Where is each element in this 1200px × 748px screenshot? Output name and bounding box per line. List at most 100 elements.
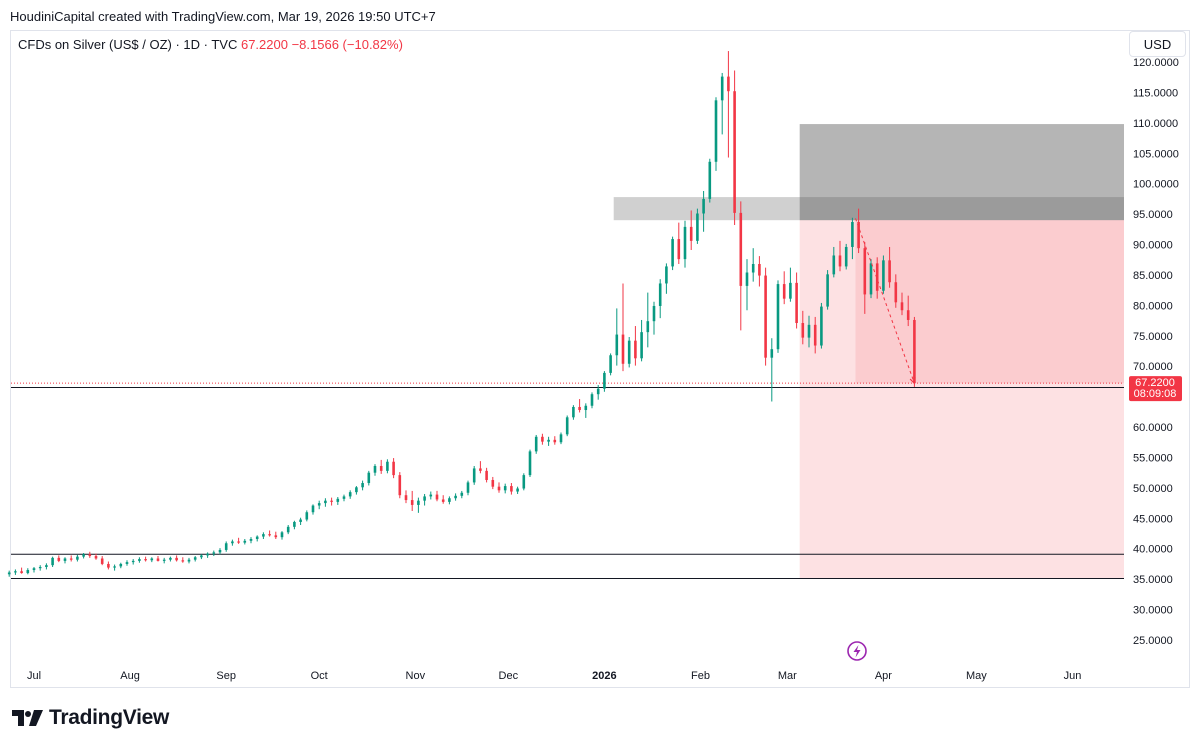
candle-body [119,563,123,567]
price-tag-value: 67.2200 [1135,377,1175,389]
candle-body [782,284,786,299]
candle-body [466,482,470,493]
y-tick-label: 75.0000 [1133,331,1173,343]
candle [851,217,854,260]
candle [361,480,364,491]
candle [417,497,420,513]
candle-body [162,559,166,561]
candle-body [367,472,371,484]
candle-body [807,324,811,338]
candle [193,556,197,562]
candle-body [113,566,116,568]
candle [7,570,11,577]
candle [720,72,724,135]
y-tick-label: 55.0000 [1133,452,1173,464]
currency-button[interactable]: USD [1129,31,1186,57]
candle [572,405,575,420]
candle-body [342,496,346,499]
candle [324,498,327,507]
candle-body [522,475,526,489]
y-tick-label: 115.0000 [1133,87,1178,99]
candle [398,472,402,499]
candle [367,470,371,486]
candle [57,555,61,563]
candle-body [479,468,482,471]
candle [472,465,476,485]
candle-body [739,212,743,286]
candle-body [485,470,488,480]
candle-body [578,406,581,411]
tradingview-logo-icon [12,710,43,726]
candle [534,434,538,454]
candle [45,563,48,570]
candle [832,246,836,278]
candle-body [776,284,780,350]
candle [503,483,507,494]
candle-body [832,255,836,275]
candle-body [547,439,550,442]
candle [541,433,544,445]
candle [410,490,414,512]
candle [689,210,693,251]
candle-body [851,222,854,247]
candle [460,490,464,499]
candle-body [900,302,904,311]
candle-body [640,332,643,359]
candle [782,271,786,305]
candle [125,560,129,566]
candle [739,201,743,331]
candle [441,495,445,504]
symbol-price: 67.2200 [240,37,288,52]
candle-body [317,503,321,506]
candle [708,158,712,203]
candle [745,259,749,311]
candle-body [417,500,420,505]
candle [813,316,817,354]
candle [888,246,891,288]
candle [355,486,358,495]
candle [479,461,482,474]
candle [138,557,141,563]
candle-body [63,558,67,561]
candle-body [888,260,891,283]
active-zone[interactable] [855,220,1125,384]
candle-body [212,552,216,554]
symbol-legend[interactable]: CFDs on Silver (US$ / OZ) · 1D · TVC 67.… [18,37,403,52]
candle [875,257,879,299]
candle [280,531,284,540]
candle-body [82,554,85,557]
target-zone[interactable] [799,220,1124,579]
candle-body [826,274,829,307]
candle-body [218,549,222,553]
candle-body [646,321,650,333]
event-bolt-icon[interactable] [847,641,867,661]
candle-body [708,161,712,199]
y-tick-label: 85.0000 [1133,270,1173,282]
candle-body [677,239,681,260]
trend-arrow-line[interactable] [855,218,915,384]
candle-body [392,461,395,476]
candle [218,548,222,555]
candle-body [497,486,501,491]
candle [727,51,730,158]
candle [553,436,557,445]
candle [640,319,643,362]
candle-body [299,519,302,522]
candle-body [423,496,426,501]
chart-frame [10,30,1190,688]
y-tick-label: 110.0000 [1133,118,1178,130]
candle-body [231,541,234,544]
candle-body [572,406,575,418]
candle [584,403,588,418]
tradingview-wordmark: TradingView [49,706,170,729]
tradingview-logo[interactable]: TradingView [12,706,169,730]
candle [844,243,848,270]
stop-zone[interactable] [799,124,1124,221]
candle [224,541,228,552]
candle [448,496,451,505]
candle-body [311,505,315,513]
candle-body [503,486,507,491]
candle [107,561,110,570]
x-tick-label: Apr [875,670,892,682]
